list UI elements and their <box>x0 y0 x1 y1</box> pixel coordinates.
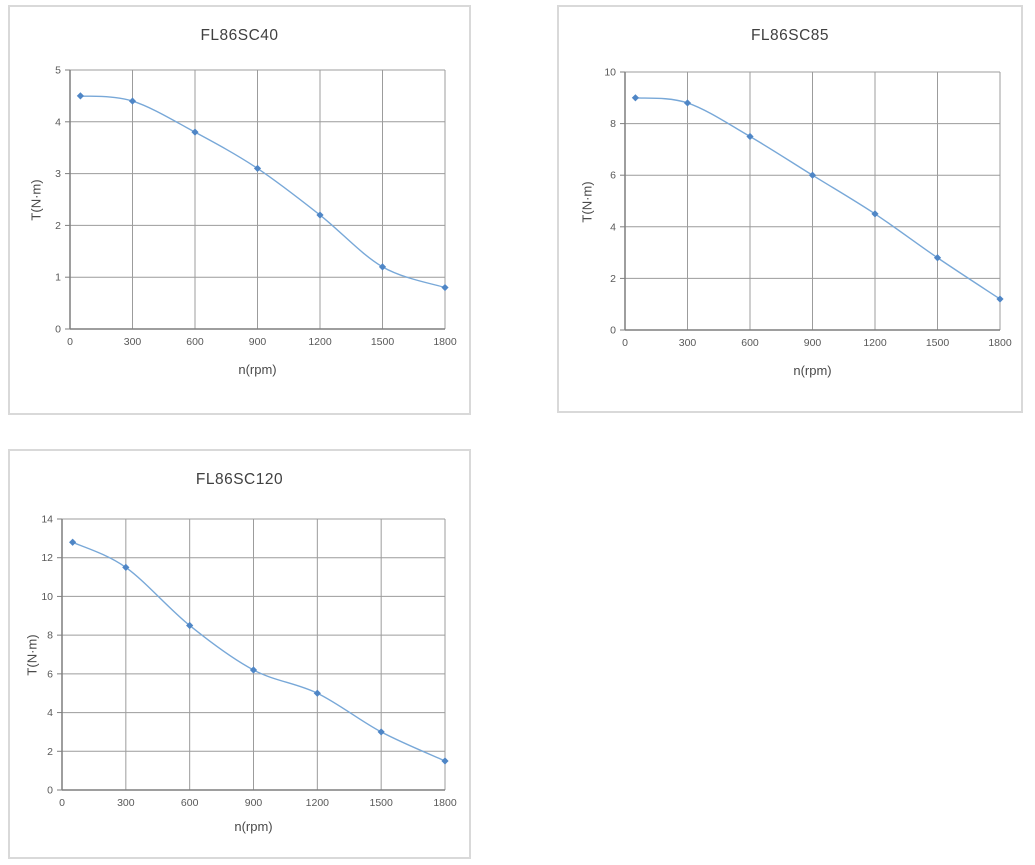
x-axis-label: n(rpm) <box>238 362 277 377</box>
x-tick-label: 900 <box>249 336 267 348</box>
y-tick-label: 3 <box>55 168 61 180</box>
x-axis-label: n(rpm) <box>234 819 273 834</box>
x-tick-label: 1200 <box>863 337 887 349</box>
y-tick-label: 10 <box>604 67 616 79</box>
y-tick-label: 8 <box>610 118 616 130</box>
data-point-marker <box>933 254 942 262</box>
x-tick-label: 1500 <box>369 797 393 809</box>
x-tick-label: 900 <box>804 337 822 349</box>
x-tick-label: 300 <box>679 337 697 349</box>
y-tick-label: 10 <box>41 591 53 603</box>
x-tick-label: 1200 <box>306 797 330 809</box>
data-point-marker <box>996 295 1004 303</box>
chart-title: FL86SC120 <box>195 471 284 488</box>
y-tick-label: 1 <box>55 272 61 284</box>
x-tick-label: 1500 <box>371 336 395 348</box>
x-tick-label: 600 <box>186 336 204 348</box>
x-axis-label: n(rpm) <box>793 363 832 378</box>
y-tick-label: 0 <box>55 324 61 336</box>
plot-area: 0 2 4 6 8 10 0 300 600 900 1200 1500 1800 <box>604 67 1012 350</box>
y-tick-label: 2 <box>47 746 53 758</box>
x-tick-label: 900 <box>245 797 263 809</box>
x-tick-label: 1200 <box>308 336 332 348</box>
y-tick-label: 5 <box>55 65 61 77</box>
torque-curve <box>635 97 1001 300</box>
y-tick-label: 8 <box>47 630 53 642</box>
data-point-marker <box>746 132 754 141</box>
data-point-marker <box>316 211 324 219</box>
data-point-marker <box>378 263 387 271</box>
y-tick-label: 2 <box>55 220 61 232</box>
y-tick-label: 4 <box>47 707 53 719</box>
y-tick-label: 2 <box>610 273 616 285</box>
y-tick-label: 6 <box>610 170 616 182</box>
x-tick-label: 0 <box>59 797 65 809</box>
data-point-marker <box>631 94 640 102</box>
data-point-marker <box>76 92 85 100</box>
x-tick-label: 1500 <box>926 337 950 349</box>
data-point-marker <box>683 99 692 107</box>
x-tick-label: 0 <box>67 336 73 348</box>
data-point-marker <box>377 728 385 736</box>
data-point-marker <box>249 666 258 674</box>
x-tick-label: 300 <box>124 336 142 348</box>
y-tick-label: 6 <box>47 668 53 680</box>
torque-curve <box>72 541 446 762</box>
chart-title: FL86SC85 <box>750 27 830 44</box>
data-point-marker <box>253 164 262 173</box>
chart-panel-fl86sc85: FL86SC85 T(N·m) 0 2 4 6 8 10 0 300 600 900 1200 150… <box>557 5 1023 413</box>
data-point-marker <box>191 128 199 136</box>
chart-panel-fl86sc120: FL86SC120 T(N·m) 0 2 4 6 8 10 12 14 0 300 600 900 12… <box>8 449 471 859</box>
data-point-marker <box>871 210 879 218</box>
plot-area: 0 1 2 3 4 5 0 300 600 900 1200 1500 1800 <box>55 65 457 349</box>
y-tick-label: 0 <box>610 325 616 337</box>
y-tick-label: 4 <box>55 116 61 128</box>
x-tick-label: 0 <box>622 337 628 349</box>
data-point-marker <box>313 689 321 697</box>
chart-panel-fl86sc40: FL86SC40 T(N·m) 0 1 2 3 4 5 0 300 600 900 1200 1500… <box>8 5 471 415</box>
y-tick-label: 12 <box>41 552 53 564</box>
data-point-marker <box>441 757 449 765</box>
x-tick-label: 600 <box>181 797 199 809</box>
plot-area: 0 2 4 6 8 10 12 14 0 300 600 900 1200 1500 1800 <box>41 514 457 810</box>
data-point-marker <box>808 171 817 179</box>
data-point-marker <box>441 283 449 292</box>
data-point-marker <box>69 538 77 546</box>
x-tick-label: 300 <box>117 797 135 809</box>
y-tick-label: 0 <box>47 785 53 797</box>
chart-title: FL86SC40 <box>200 27 279 44</box>
y-tick-label: 4 <box>610 221 616 233</box>
y-tick-label: 14 <box>41 514 53 526</box>
torque-curve <box>80 95 446 289</box>
x-tick-label: 1800 <box>988 337 1012 349</box>
data-point-marker <box>128 97 137 105</box>
x-tick-label: 600 <box>741 337 759 349</box>
data-point-marker <box>186 621 194 630</box>
x-tick-label: 1800 <box>433 797 457 809</box>
x-tick-label: 1800 <box>433 336 457 348</box>
